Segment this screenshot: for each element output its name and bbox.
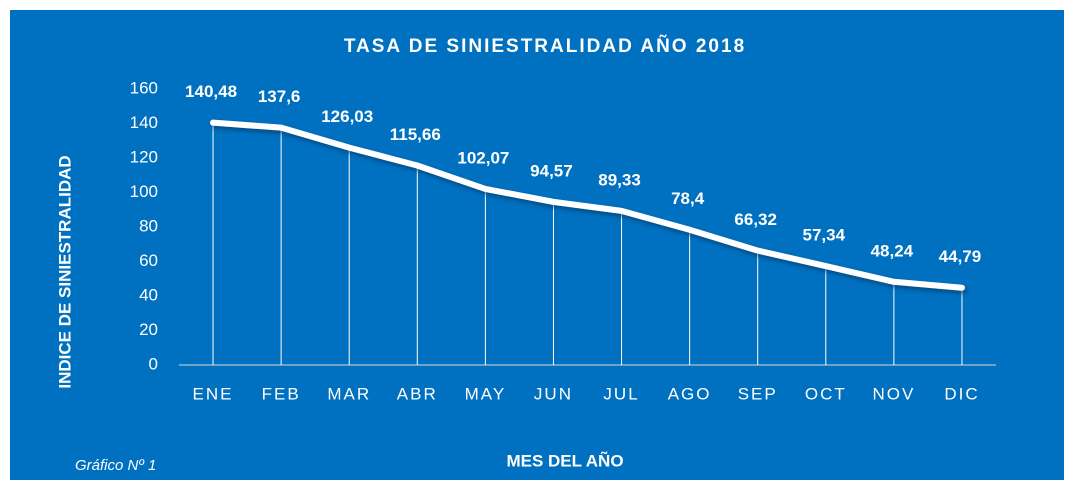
- x-tick-label: JUL: [603, 384, 639, 403]
- y-tick-label: 120: [130, 147, 158, 166]
- data-label: 48,24: [871, 241, 914, 260]
- x-tick-label: MAY: [465, 384, 507, 403]
- y-tick-label: 80: [139, 216, 158, 235]
- data-label: 115,66: [390, 125, 441, 144]
- data-label: 137,6: [258, 87, 301, 106]
- annotation: Gráfico Nº 1: [75, 457, 156, 474]
- data-label: 66,32: [734, 210, 777, 229]
- x-tick-label: OCT: [805, 384, 847, 403]
- line: [210, 119, 965, 291]
- x-tick-label: ENE: [193, 384, 234, 403]
- data-label: 57,34: [803, 226, 846, 245]
- data-label: 78,4: [671, 189, 705, 208]
- x-axis-label: MES DEL AÑO: [506, 450, 623, 470]
- data-label: 102,07: [457, 148, 509, 167]
- x-tick-label: SEP: [738, 384, 778, 403]
- data-label: 94,57: [530, 161, 573, 180]
- data-label: 126,03: [321, 107, 373, 126]
- x-tick-label: ABR: [397, 384, 438, 403]
- x-tick-label: NOV: [872, 384, 915, 403]
- data-label: 89,33: [598, 170, 641, 189]
- chart-title: TASA DE SINIESTRALIDAD AÑO 2018: [344, 35, 746, 57]
- x-tick-label: MAR: [327, 384, 371, 403]
- x-tick-label: DIC: [944, 384, 979, 403]
- x-tick-label: JUN: [534, 384, 573, 403]
- y-tick-label: 160: [130, 78, 158, 97]
- y-tick-label: 140: [130, 113, 158, 132]
- x-tick-label: FEB: [262, 384, 301, 403]
- y-tick-label: 60: [139, 251, 158, 270]
- y-axis-label: INDICE DE SINIESTRALIDAD: [55, 155, 74, 388]
- data-label: 140,48: [185, 82, 237, 101]
- y-tick-label: 20: [139, 320, 158, 339]
- y-tick-label: 0: [149, 354, 158, 373]
- data-label: 44,79: [939, 247, 982, 266]
- y-tick-label: 100: [130, 182, 158, 201]
- chart-background: [10, 10, 1064, 480]
- y-tick-label: 40: [139, 285, 158, 304]
- x-tick-label: AGO: [668, 384, 712, 403]
